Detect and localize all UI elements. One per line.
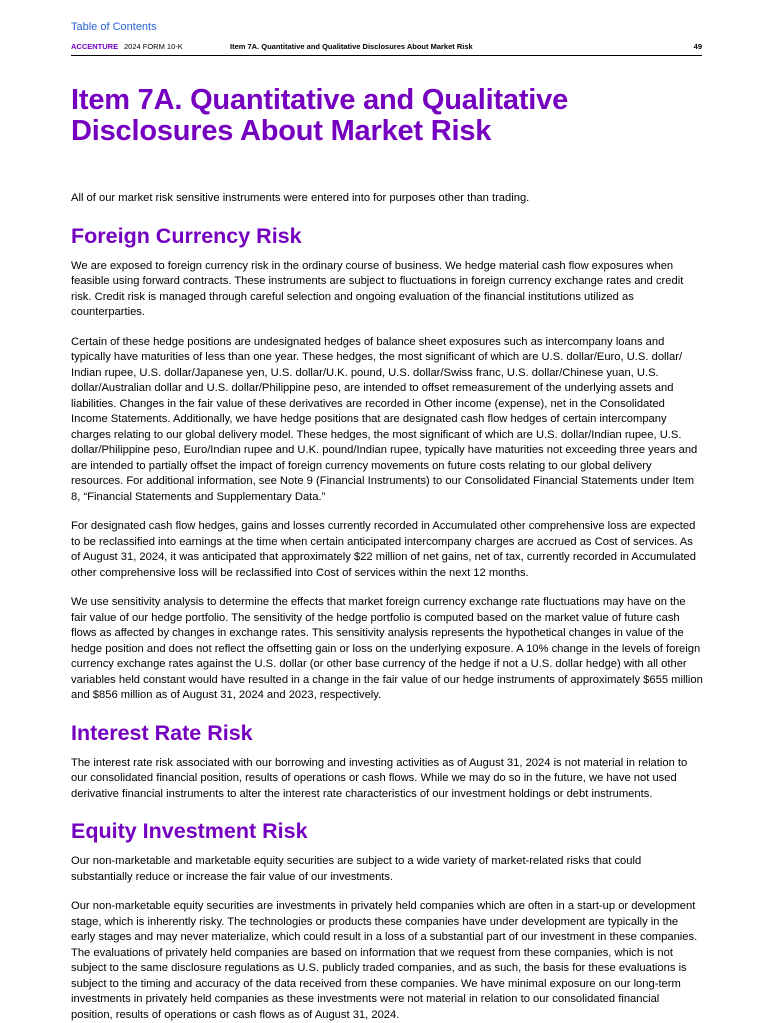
- equity-investment-heading: Equity Investment Risk: [71, 819, 308, 843]
- foreign-currency-paragraph-4: We use sensitivity analysis to determine…: [71, 596, 703, 701]
- running-header: ACCENTURE 2024 FORM 10-K Item 7A. Quanti…: [71, 42, 702, 56]
- foreign-currency-heading: Foreign Currency Risk: [71, 223, 302, 248]
- foreign-currency-paragraph-3: For designated cash flow hedges, gains a…: [71, 520, 696, 579]
- interest-rate-heading: Interest Rate Risk: [71, 720, 253, 745]
- page-title: Item 7A. Quantitative and Qualitative Di…: [71, 84, 568, 147]
- page-content: Item 7A. Quantitative and Qualitative Di…: [71, 85, 703, 1023]
- header-brand: ACCENTURE: [71, 42, 119, 51]
- equity-investment-paragraph-1: Our non-marketable and marketable equity…: [71, 855, 642, 883]
- header-section-title: Item 7A. Quantitative and Qualitative Di…: [230, 42, 473, 51]
- intro-paragraph: All of our market risk sensitive instrum…: [71, 192, 530, 204]
- interest-rate-paragraph-1: The interest rate risk associated with o…: [71, 756, 688, 800]
- header-form: 2024 FORM 10-K: [124, 42, 183, 51]
- foreign-currency-paragraph-2: Certain of these hedge positions are und…: [71, 335, 698, 503]
- table-of-contents-link[interactable]: Table of Contents: [71, 21, 157, 33]
- header-page-number: 49: [693, 42, 702, 51]
- equity-investment-paragraph-2: Our non-marketable equity securities are…: [71, 900, 698, 1021]
- foreign-currency-paragraph-1: We are exposed to foreign currency risk …: [71, 259, 684, 319]
